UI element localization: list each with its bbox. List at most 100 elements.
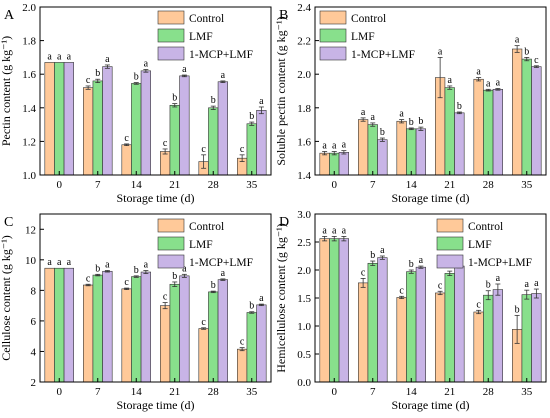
significance-label: a (486, 78, 491, 89)
bar (396, 120, 407, 176)
significance-label: c (361, 267, 366, 278)
bar (208, 291, 219, 383)
y-tick-label: 2 (31, 377, 37, 389)
x-tick-label: 7 (370, 179, 376, 191)
significance-label: c (534, 55, 539, 66)
significance-label: c (240, 144, 245, 155)
panel-letter: A (4, 8, 15, 23)
bar (169, 104, 180, 176)
significance-label: c (163, 138, 168, 149)
y-tick-label: 1.6 (297, 136, 311, 148)
legend-swatch (319, 46, 347, 61)
significance-label: c (240, 337, 245, 348)
y-tick-label: 2.4 (297, 2, 311, 14)
significance-label: b (172, 271, 177, 282)
x-tick-label: 0 (57, 179, 63, 191)
plot-frame (314, 6, 547, 176)
significance-label: b (134, 265, 139, 276)
bar (319, 152, 330, 176)
x-tick-label: 28 (483, 386, 495, 398)
significance-label: b (370, 250, 375, 261)
legend-entry: Control (468, 221, 503, 233)
significance-label: c (124, 277, 129, 288)
bar (454, 265, 465, 383)
legend-entry: 1-MCP+LMF (351, 49, 415, 61)
bar (483, 294, 494, 383)
bar (435, 292, 446, 383)
bar (63, 62, 74, 176)
y-tick-label: 2.0 (22, 2, 36, 14)
y-tick-label: 0.0 (297, 377, 311, 389)
significance-label: c (201, 317, 206, 328)
significance-label: b (418, 116, 423, 127)
legend-entry: Control (189, 221, 224, 233)
significance-label: c (476, 299, 481, 310)
bar (329, 238, 340, 383)
x-tick-label: 14 (131, 386, 143, 398)
plot-frame (39, 6, 272, 176)
significance-label: a (57, 51, 62, 62)
y-tick-label: 1.6 (22, 69, 36, 81)
significance-label: a (322, 140, 327, 151)
bar (531, 293, 542, 383)
y-tick-label: 2.0 (297, 69, 311, 81)
bar (131, 83, 142, 176)
legend: Control LMF 1-MCP+LMF (436, 218, 532, 269)
significance-label: a (259, 293, 264, 304)
bar (54, 267, 65, 383)
bar (473, 78, 484, 176)
bar (521, 58, 532, 176)
y-tick-label: 1.5 (297, 293, 311, 305)
legend-swatch (157, 254, 185, 269)
significance-label: a (67, 51, 72, 62)
x-tick-label: 14 (406, 179, 418, 191)
x-tick-label: 0 (332, 179, 338, 191)
x-tick-label: 7 (95, 179, 101, 191)
y-tick-label: 1.8 (297, 103, 311, 115)
legend-entry: 1-MCP+LMF (189, 49, 253, 61)
significance-label: a (182, 64, 187, 75)
y-tick-label: 3.0 (297, 209, 311, 221)
x-tick-label: 28 (208, 179, 220, 191)
x-axis-label: Storage time (d) (117, 191, 195, 205)
panel-letter: B (279, 8, 288, 23)
y-tick-label: 1.0 (297, 321, 311, 333)
bar (415, 266, 426, 383)
bar (492, 289, 503, 383)
significance-label: b (211, 280, 216, 291)
significance-label: a (342, 140, 347, 151)
bar (492, 89, 503, 176)
significance-label: a (515, 35, 520, 46)
significance-label: b (409, 259, 414, 270)
bar (483, 89, 494, 176)
significance-label: a (144, 260, 149, 271)
significance-label: b (95, 263, 100, 274)
legend-entry: Control (189, 13, 224, 25)
significance-label: c (86, 75, 91, 86)
bar (63, 267, 74, 383)
bar (160, 151, 171, 176)
x-tick-label: 21 (169, 179, 180, 191)
significance-label: b (95, 68, 100, 79)
bar (131, 276, 142, 383)
significance-label: a (322, 225, 327, 236)
bar (208, 107, 219, 176)
significance-label: c (201, 144, 206, 155)
bar (396, 297, 407, 383)
significance-label: b (249, 111, 254, 122)
significance-label: b (524, 46, 529, 57)
y-tick-label: 2.0 (297, 265, 311, 277)
bar (121, 288, 132, 383)
legend-swatch (157, 28, 185, 43)
bar (179, 75, 190, 176)
significance-label: a (361, 107, 366, 118)
bar (121, 144, 132, 176)
x-tick-label: 35 (521, 386, 533, 398)
bar (531, 66, 542, 176)
x-tick-label: 35 (246, 386, 258, 398)
x-tick-label: 7 (95, 386, 101, 398)
legend-swatch (319, 10, 347, 25)
